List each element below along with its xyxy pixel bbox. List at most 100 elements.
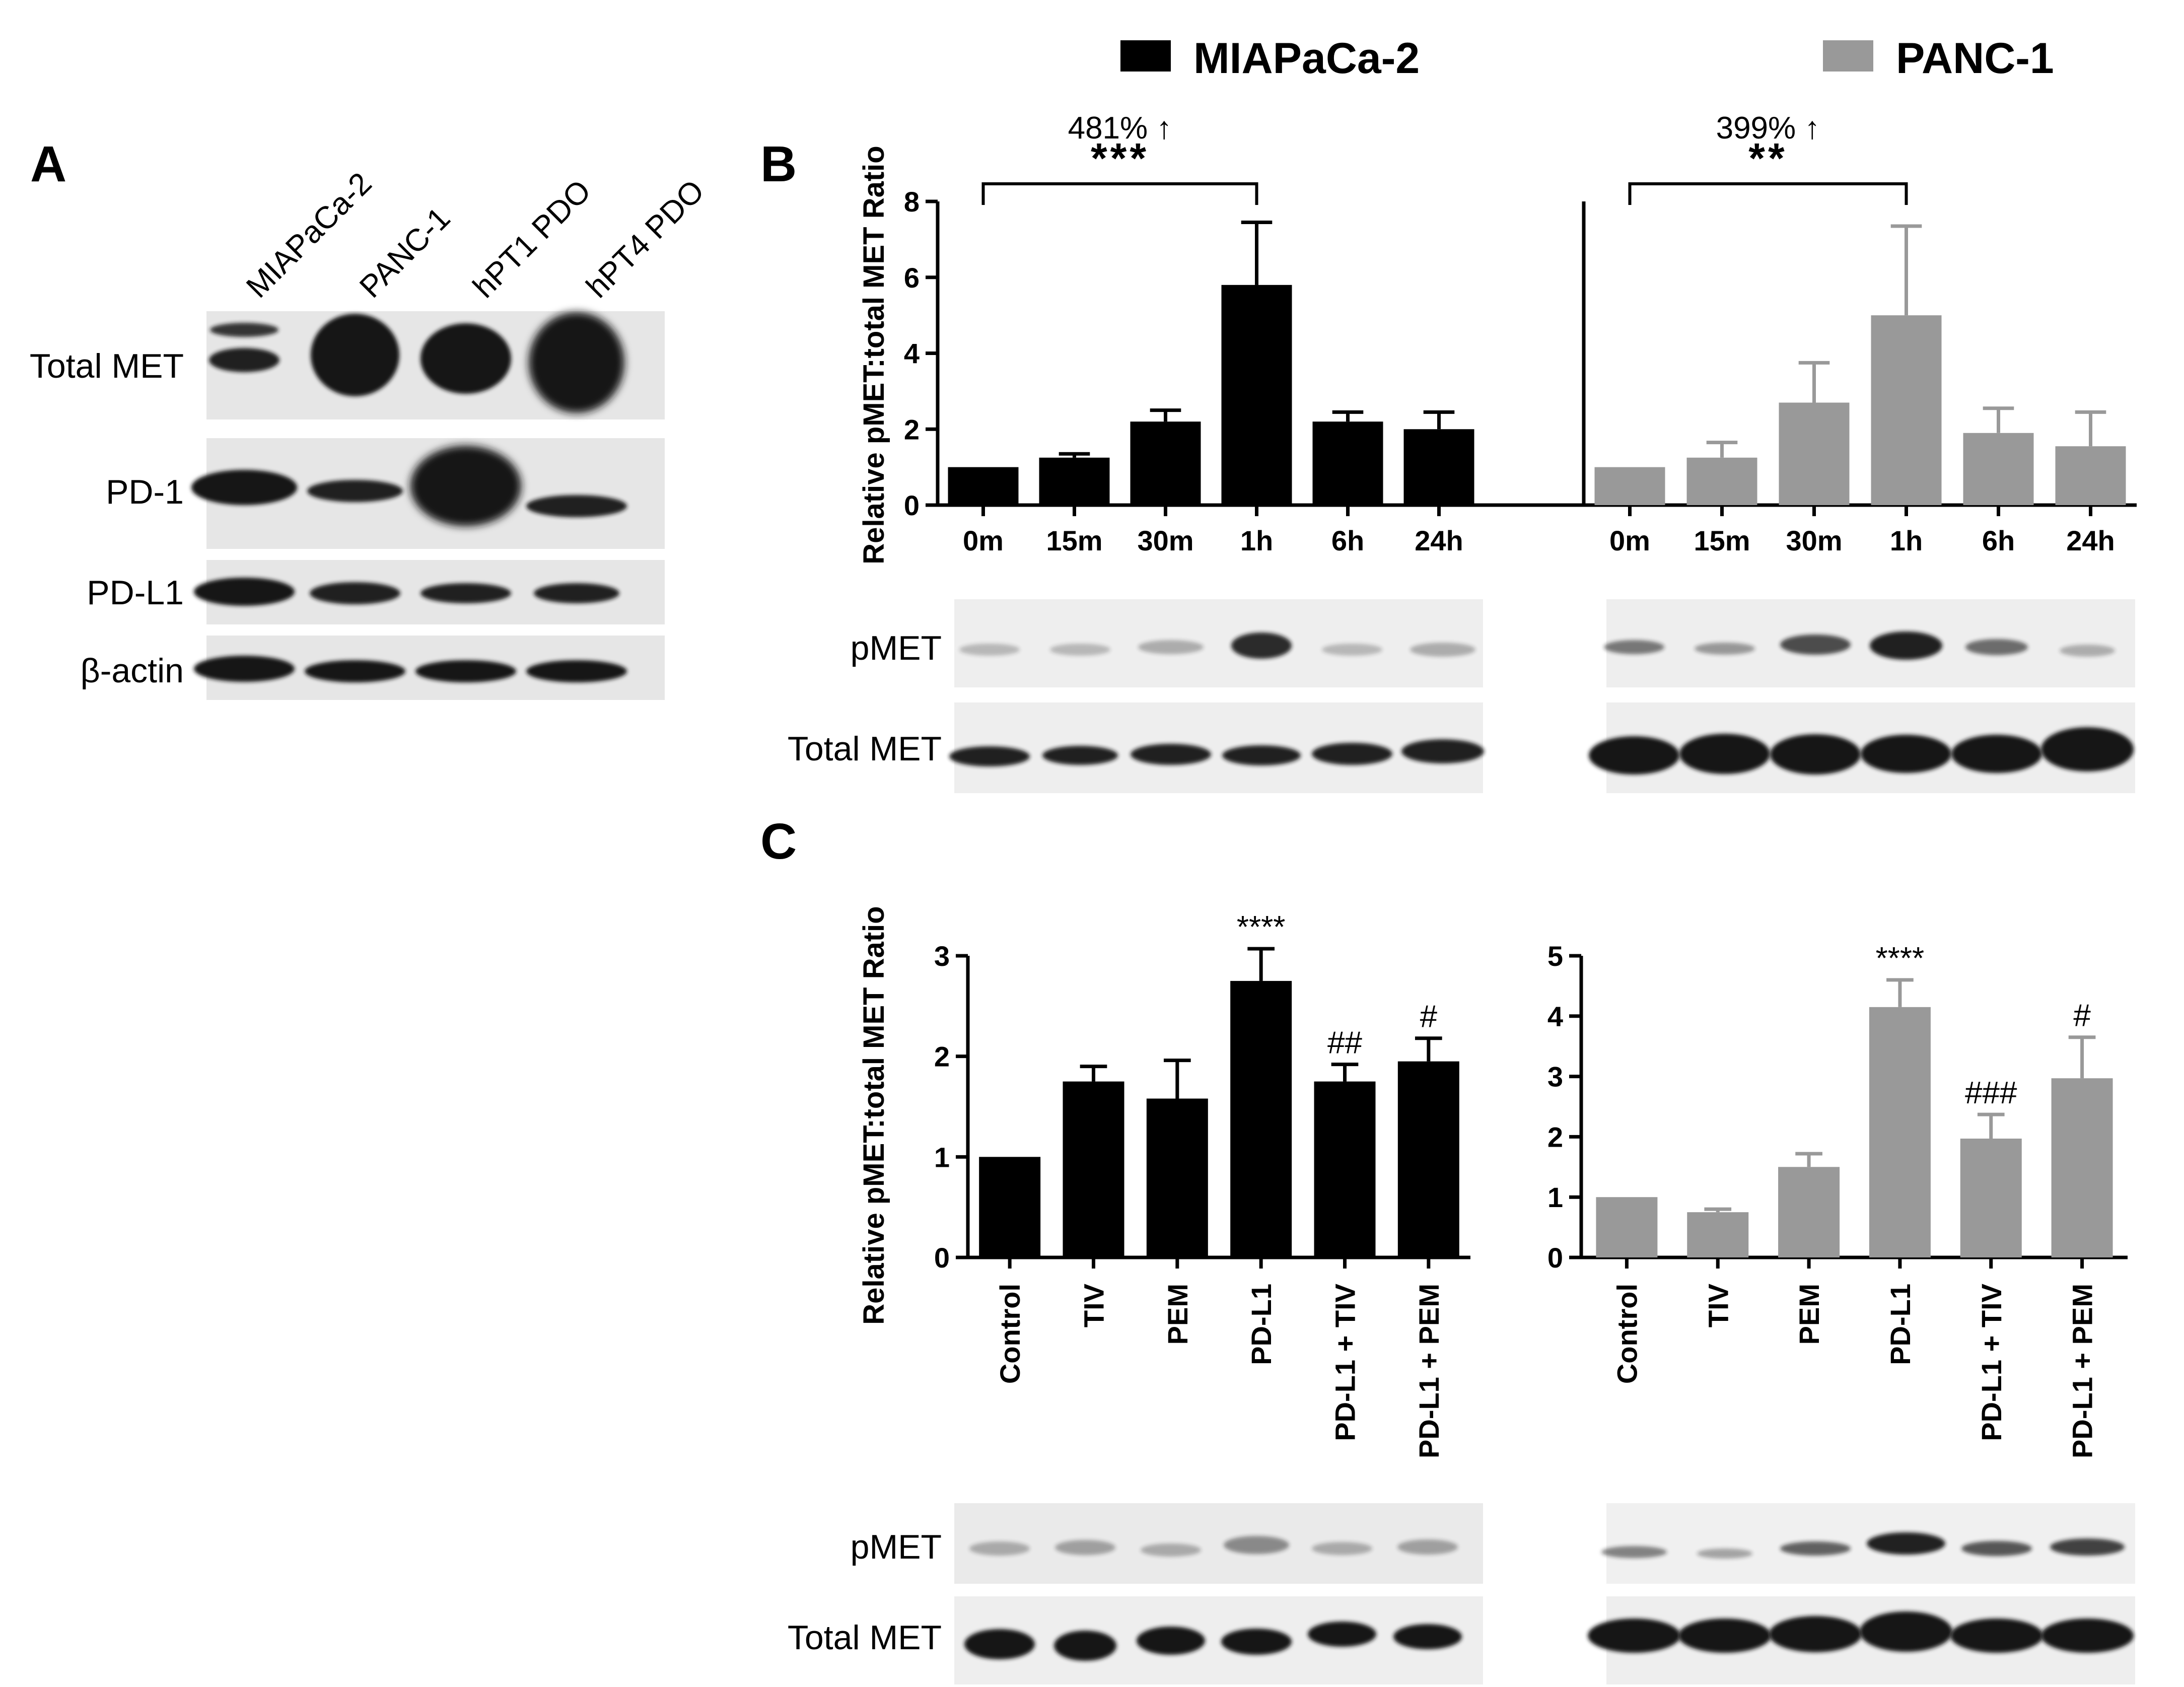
blot-band <box>1870 631 1942 660</box>
significance-label: ## <box>1327 1026 1362 1061</box>
blot-band <box>1961 1541 2032 1556</box>
blot-band <box>1601 1546 1667 1558</box>
blot-band <box>209 348 279 372</box>
blot-band <box>420 583 511 603</box>
panel-b-letter: B <box>760 136 797 192</box>
x-tick-label: 0m <box>1609 525 1650 556</box>
blot-band <box>410 446 521 526</box>
x-tick-label: 30m <box>1786 525 1842 556</box>
blot-band <box>311 314 399 396</box>
blot-band <box>1055 1540 1115 1555</box>
blot-band <box>2041 727 2134 771</box>
x-tick-label: PD-L1 + PEM <box>1413 1284 1445 1458</box>
blot-band <box>1860 1611 1952 1652</box>
x-tick-label: PEM <box>1793 1284 1825 1345</box>
lane-label-hpt4: hPT4 PDO <box>580 173 711 305</box>
blot-band <box>529 312 624 413</box>
blot-band <box>1780 1541 1851 1556</box>
x-tick-label: TIV <box>1702 1284 1734 1327</box>
bar <box>1230 980 1292 1257</box>
panel-c-blots <box>954 1503 2135 1684</box>
x-tick-label: 1h <box>1240 525 1273 556</box>
blot-band <box>1950 1619 2043 1653</box>
legend-label-miapaca: MIAPaCa-2 <box>1193 34 1420 83</box>
x-tick-label: 24h <box>2066 525 2115 556</box>
bar <box>948 467 1019 505</box>
blot-band <box>1393 1624 1462 1649</box>
row-label-beta-actin: β-actin <box>81 652 184 690</box>
y-tick-label: 1 <box>934 1141 950 1173</box>
bar <box>1314 1081 1376 1257</box>
blot-band <box>305 660 405 682</box>
lane-label-panc: PANC-1 <box>353 201 457 305</box>
panel-b-y-axis-title: Relative pMET:total MET Ratio <box>858 146 890 564</box>
blot-band <box>1861 735 1951 773</box>
bar <box>1403 429 1474 505</box>
blot-band <box>526 660 627 682</box>
panel-c-letter: C <box>760 813 797 870</box>
blot-band <box>969 1541 1030 1556</box>
panel-c-panc-chart: 0 1 2 3 4 5 Control TIV PEM PD-L1 **** PD-L1 + TIV #… <box>1547 940 2128 1458</box>
blot-strip <box>1601 1503 2135 1584</box>
blot-strip <box>194 636 665 700</box>
blot-band <box>1054 1631 1116 1661</box>
blot-band <box>210 323 278 337</box>
legend-swatch-panc <box>1823 40 1873 72</box>
blot-band <box>2060 645 2115 657</box>
blot-strip <box>954 599 1483 687</box>
blot-band <box>1965 639 2028 655</box>
panel-b-blots <box>949 599 2135 793</box>
blot-band <box>191 470 297 505</box>
y-tick-label: 5 <box>1547 940 1563 972</box>
blot-band <box>1312 743 1392 765</box>
blot-background <box>954 1596 1483 1684</box>
blot-background <box>954 1503 1483 1584</box>
blot-band <box>526 495 627 517</box>
x-tick-label: TIV <box>1078 1284 1110 1327</box>
blot-band <box>1951 735 2042 773</box>
x-tick-label: PD-L1 <box>1884 1284 1916 1365</box>
panel-c-miapaca-chart: 0 1 2 3 Control TIV PEM PD-L1 **** PD-L1 + TIV ## P… <box>934 910 1470 1458</box>
blot-band <box>1401 739 1484 763</box>
bracket-note: 399% ↑ <box>1716 111 1820 146</box>
panel-a-lane-labels: MIAPaCa-2 PANC-1 hPT1 PDO hPT4 PDO <box>240 166 711 305</box>
bar <box>1596 1197 1658 1257</box>
blot-band <box>1131 744 1211 765</box>
bar <box>1221 285 1292 505</box>
blot-strip <box>1588 1596 2135 1684</box>
x-tick-label: PEM <box>1162 1284 1193 1345</box>
blot-band <box>1769 1616 1862 1652</box>
blot-band <box>1589 736 1679 775</box>
y-tick-label: 4 <box>904 338 920 370</box>
blot-band <box>1410 643 1475 657</box>
blot-band <box>415 660 516 682</box>
blot-band <box>534 583 619 603</box>
x-tick-label: 15m <box>1694 525 1750 556</box>
x-tick-label: Control <box>1611 1284 1643 1384</box>
bar <box>1063 1081 1124 1257</box>
row-label-total-met: Total MET <box>30 347 184 385</box>
x-tick-label: PD-L1 <box>1245 1284 1277 1365</box>
blot-band <box>959 644 1020 656</box>
blot-band <box>194 578 295 606</box>
blot-band <box>1141 1543 1201 1557</box>
blot-band <box>1397 1539 1458 1555</box>
bracket-stars: *** <box>1091 134 1149 182</box>
bar <box>1594 467 1665 505</box>
blot-strip <box>206 311 665 419</box>
blot-strip <box>954 1596 1483 1684</box>
blot-strip <box>191 438 665 549</box>
bracket-note: 481% ↑ <box>1068 111 1172 146</box>
y-tick-label: 3 <box>1547 1061 1563 1093</box>
blot-band <box>194 656 295 682</box>
blot-band <box>1678 1619 1771 1653</box>
y-tick-label: 1 <box>1547 1181 1563 1213</box>
blot-band <box>964 1629 1035 1659</box>
panel-b-blot-row-total-met: Total MET <box>788 730 942 768</box>
bar <box>1779 402 1850 505</box>
bar <box>1312 421 1383 505</box>
y-tick-label: 2 <box>904 413 920 445</box>
panel-b-blot-row-pmet: pMET <box>851 629 942 667</box>
blot-background <box>954 599 1483 687</box>
